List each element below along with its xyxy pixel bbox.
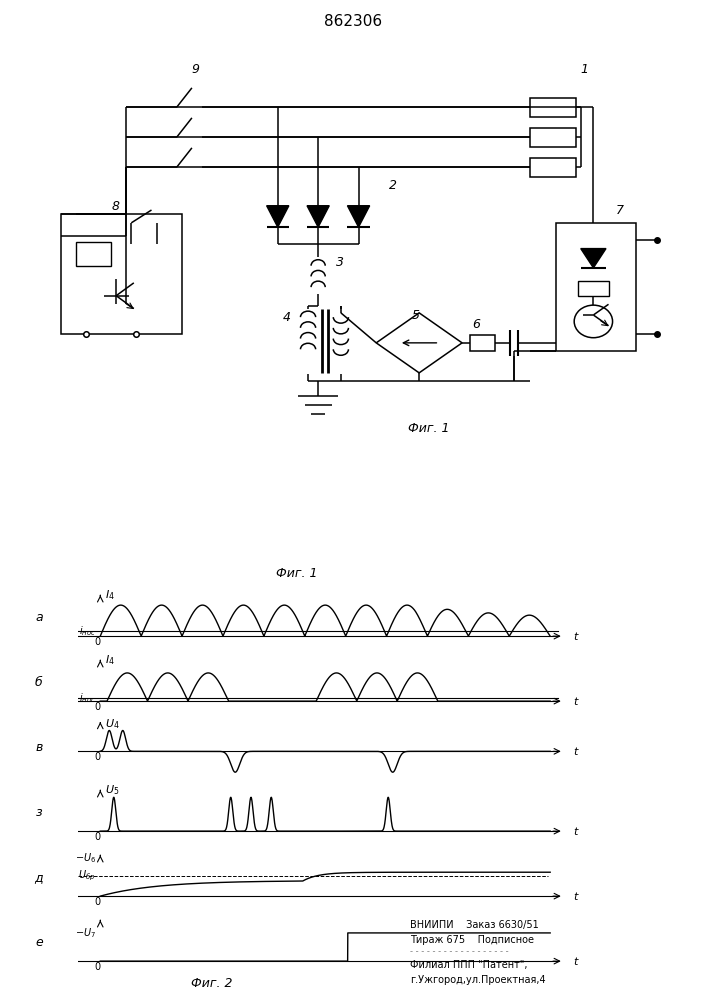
Text: $U_{бр}$: $U_{бр}$ (78, 869, 95, 883)
Bar (530, 98, 575, 117)
Text: 2: 2 (389, 179, 397, 192)
Text: $-U_6$: $-U_6$ (74, 851, 95, 865)
Text: 0: 0 (94, 752, 100, 762)
Polygon shape (267, 206, 289, 227)
Text: $I_4$: $I_4$ (105, 588, 115, 602)
Text: д: д (35, 871, 43, 884)
Bar (61, 214, 182, 334)
Bar (469, 335, 495, 351)
Text: 0: 0 (94, 702, 100, 712)
Text: 0: 0 (94, 637, 100, 647)
Text: $t$: $t$ (573, 955, 579, 967)
Text: $t$: $t$ (573, 695, 579, 707)
Bar (578, 281, 609, 296)
Text: б: б (35, 676, 42, 689)
Text: Фиг. 2: Фиг. 2 (192, 977, 233, 990)
Text: з: з (35, 806, 42, 819)
Text: 4: 4 (283, 311, 291, 324)
Text: 0: 0 (94, 962, 100, 972)
Text: 1: 1 (580, 63, 589, 76)
Text: $I_4$: $I_4$ (105, 653, 115, 667)
Text: 862306: 862306 (325, 14, 382, 29)
Text: Филиал ППП "Патент",: Филиал ППП "Патент", (410, 960, 527, 970)
Text: 5: 5 (411, 309, 419, 322)
Bar (530, 128, 575, 147)
Text: 7: 7 (616, 204, 624, 217)
Bar (530, 158, 575, 177)
Text: Фиг. 1: Фиг. 1 (276, 567, 317, 580)
Text: 8: 8 (111, 200, 119, 213)
Text: Фиг. 1: Фиг. 1 (409, 422, 450, 435)
Text: а: а (35, 611, 42, 624)
Text: 6: 6 (472, 318, 480, 331)
Text: $i_{нос}$: $i_{нос}$ (78, 691, 95, 705)
Polygon shape (580, 249, 606, 268)
Text: 0: 0 (94, 832, 100, 842)
Text: в: в (35, 741, 42, 754)
Text: $t$: $t$ (573, 745, 579, 757)
Text: 9: 9 (192, 63, 200, 76)
Text: е: е (35, 936, 42, 949)
Text: 3: 3 (336, 256, 344, 269)
Text: $t$: $t$ (573, 825, 579, 837)
Text: Тираж 675    Подписное: Тираж 675 Подписное (410, 935, 534, 945)
Text: 0: 0 (94, 897, 100, 907)
Text: $t$: $t$ (573, 890, 579, 902)
Text: $U_4$: $U_4$ (105, 717, 119, 731)
Polygon shape (307, 206, 329, 227)
Text: - - - - - - - - - - - - - - - - - -: - - - - - - - - - - - - - - - - - - (410, 948, 511, 956)
Polygon shape (347, 206, 370, 227)
Bar (76, 242, 111, 266)
Bar (556, 223, 636, 351)
Text: $U_5$: $U_5$ (105, 783, 119, 797)
Text: $t$: $t$ (573, 630, 579, 642)
Text: $i_{нос}$: $i_{нос}$ (78, 624, 95, 638)
Text: $-U_7$: $-U_7$ (75, 926, 95, 940)
Text: г.Ужгород,ул.Проектная,4: г.Ужгород,ул.Проектная,4 (410, 975, 546, 985)
Text: ВНИИПИ    Заказ 6630/51: ВНИИПИ Заказ 6630/51 (410, 920, 539, 930)
